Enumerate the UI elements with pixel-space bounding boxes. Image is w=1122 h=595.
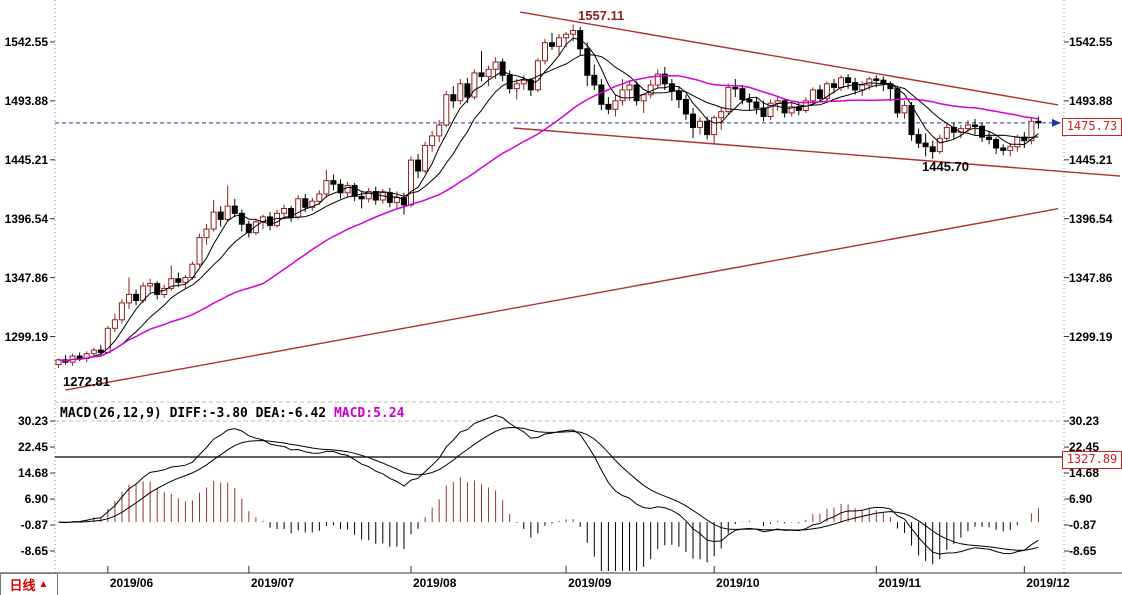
macd-diff-value: DIFF:-3.80 xyxy=(161,406,248,421)
macd-hline-price-tag: 1327.89 xyxy=(1062,451,1122,469)
trendline-long-term-support xyxy=(65,208,1059,391)
swing-low-annotation: 1445.70 xyxy=(922,159,969,174)
macd-diff-line xyxy=(58,414,1039,555)
period-label: 日线 xyxy=(9,578,36,593)
macd-histogram xyxy=(65,477,1039,571)
ma-long-line xyxy=(58,74,1039,362)
period-up-arrow-icon: ▲ xyxy=(38,579,49,590)
peak-price-annotation: 1557.11 xyxy=(578,8,625,23)
period-selector[interactable]: 日线 ▲ xyxy=(0,573,58,595)
ma-slow-line xyxy=(58,54,1039,362)
start-low-annotation: 1272.81 xyxy=(63,374,110,389)
last-price-tag: 1475.73 xyxy=(1062,118,1122,136)
macd-dea-value: DEA:-6.42 xyxy=(247,406,327,421)
macd-indicator-header: MACD(26,12,9) DIFF:-3.80 DEA:-6.42 MACD:… xyxy=(60,406,404,421)
macd-formula-label: MACD(26,12,9) xyxy=(60,406,162,421)
macd-bar-value: MACD:5.24 xyxy=(326,406,405,421)
trendline-lower-support xyxy=(513,127,1121,177)
trendline-upper-resistance xyxy=(520,11,1059,106)
ma-fast-line xyxy=(58,37,1039,362)
current-price-arrow-icon xyxy=(1052,118,1061,127)
macd-dea-line xyxy=(58,426,1039,551)
